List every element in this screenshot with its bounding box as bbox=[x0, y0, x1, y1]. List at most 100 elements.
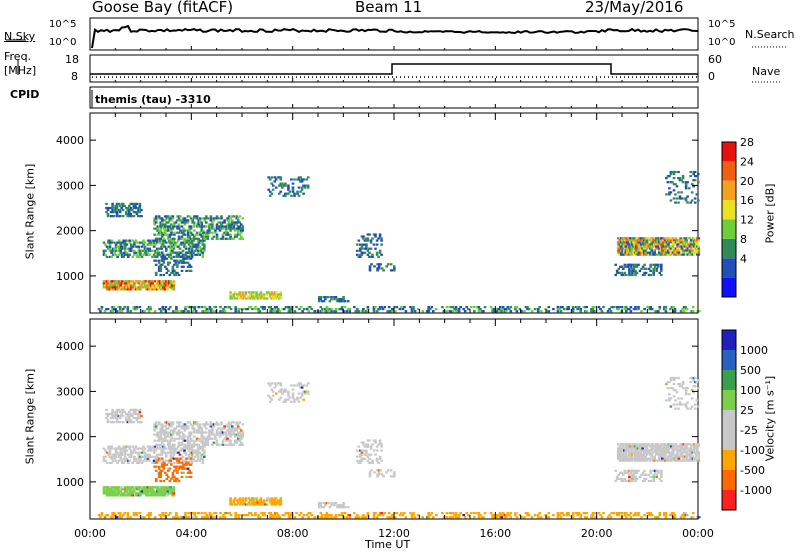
power-cell bbox=[188, 225, 191, 228]
velocity-cell bbox=[692, 451, 696, 454]
power-cell bbox=[127, 286, 130, 289]
velocity-cell bbox=[194, 421, 197, 424]
velocity-cell bbox=[226, 423, 229, 426]
power-cell bbox=[536, 310, 540, 313]
power-cell bbox=[654, 239, 658, 242]
velocity-cell bbox=[368, 475, 372, 478]
velocity-cell bbox=[389, 516, 392, 519]
velocity-cell bbox=[300, 384, 304, 387]
velocity-cell bbox=[644, 443, 647, 446]
power-cell bbox=[618, 253, 622, 256]
velocity-cell bbox=[173, 443, 176, 446]
power-cell bbox=[189, 217, 193, 220]
power-cell bbox=[270, 176, 273, 179]
velocity-cell bbox=[339, 506, 342, 509]
velocity-cell bbox=[675, 391, 679, 394]
power-cell bbox=[279, 190, 283, 193]
velocity-cell bbox=[630, 447, 634, 450]
velocity-cell bbox=[170, 463, 173, 466]
power-cell bbox=[125, 213, 128, 216]
power-cell bbox=[299, 306, 303, 309]
velocity-cell bbox=[658, 447, 661, 450]
velocity-cell bbox=[149, 449, 153, 452]
velocity-cell bbox=[668, 399, 671, 402]
power-cell bbox=[236, 229, 240, 232]
power-cell bbox=[134, 245, 138, 248]
power-cell bbox=[694, 245, 698, 248]
power-cell bbox=[118, 204, 122, 208]
power-cell bbox=[684, 308, 687, 311]
velocity-cell bbox=[244, 497, 248, 500]
velocity-cell bbox=[161, 514, 164, 517]
velocity-cell bbox=[665, 383, 668, 386]
power-cell bbox=[631, 273, 634, 277]
velocity-cell bbox=[695, 399, 699, 402]
power-cell bbox=[159, 217, 162, 220]
power-cell bbox=[492, 310, 496, 313]
velocity-cell bbox=[137, 494, 141, 497]
power-cell bbox=[145, 282, 148, 285]
velocity-cell bbox=[160, 486, 163, 489]
velocity-cell bbox=[378, 512, 382, 515]
power-cell bbox=[117, 280, 121, 283]
velocity-cell bbox=[173, 469, 176, 472]
velocity-cell bbox=[599, 514, 602, 517]
power-cell bbox=[621, 237, 625, 240]
power-cell bbox=[165, 233, 169, 236]
velocity-cell bbox=[360, 453, 364, 456]
velocity-cell bbox=[203, 445, 206, 448]
velocity-cell bbox=[375, 457, 379, 460]
power-cell bbox=[627, 241, 631, 244]
velocity-cell bbox=[193, 459, 197, 462]
velocity-cell bbox=[626, 514, 630, 517]
velocity-cell bbox=[330, 514, 333, 517]
velocity-cell bbox=[268, 499, 272, 502]
velocity-cell bbox=[189, 459, 192, 462]
power-cell bbox=[270, 295, 273, 298]
power-cell bbox=[561, 306, 564, 309]
power-cell bbox=[224, 229, 228, 232]
power-cell bbox=[647, 251, 650, 254]
velocity-cell bbox=[147, 512, 151, 515]
power-cell bbox=[217, 227, 220, 230]
velocity-cell bbox=[377, 469, 381, 472]
velocity-cell bbox=[591, 516, 595, 519]
velocity-cell bbox=[189, 439, 193, 442]
velocity-cell bbox=[629, 455, 632, 458]
power-cell bbox=[635, 249, 638, 252]
power-cell bbox=[609, 310, 613, 313]
velocity-cell bbox=[653, 471, 657, 474]
velocity-cell bbox=[279, 390, 283, 393]
x-tick-label: 00:00 bbox=[682, 527, 714, 540]
velocity-cell bbox=[633, 455, 637, 458]
power-cell bbox=[126, 206, 130, 210]
power-cell bbox=[661, 241, 664, 244]
velocity-colorbar-swatch bbox=[722, 450, 736, 470]
velocity-cell bbox=[142, 492, 145, 495]
power-cell bbox=[229, 223, 232, 226]
velocity-cell bbox=[282, 400, 286, 403]
power-cell bbox=[170, 219, 173, 222]
power-cell bbox=[235, 227, 238, 230]
velocity-cell bbox=[381, 514, 385, 517]
velocity-cell bbox=[122, 445, 125, 448]
velocity-cell bbox=[171, 475, 175, 478]
velocity-cell bbox=[670, 443, 673, 446]
power-cell bbox=[136, 253, 139, 256]
velocity-cell bbox=[489, 512, 493, 515]
velocity-cell bbox=[179, 516, 183, 519]
velocity-cell bbox=[105, 488, 109, 491]
power-cell bbox=[620, 241, 623, 244]
power-cell bbox=[132, 215, 136, 218]
velocity-cell bbox=[168, 423, 172, 426]
power-cell bbox=[274, 291, 278, 294]
velocity-cell bbox=[642, 445, 646, 448]
velocity-cell bbox=[184, 445, 188, 448]
velocity-cell bbox=[152, 449, 156, 452]
velocity-cell bbox=[660, 473, 663, 476]
power-cell bbox=[345, 310, 348, 313]
velocity-cell bbox=[137, 412, 140, 416]
velocity-cell bbox=[115, 516, 119, 519]
velocity-cell bbox=[365, 451, 368, 454]
velocity-cell bbox=[635, 453, 638, 456]
